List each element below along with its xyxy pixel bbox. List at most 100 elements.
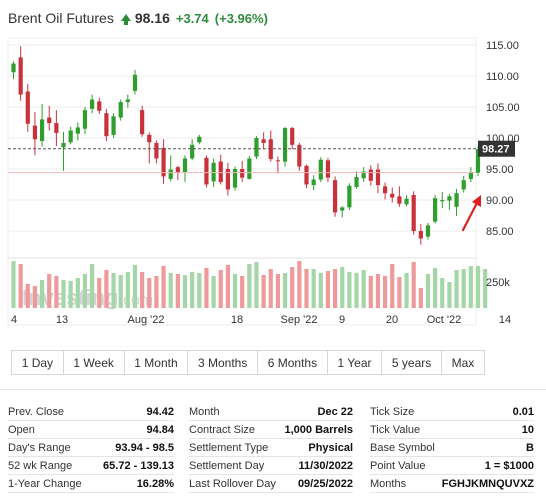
- range-1-year[interactable]: 1 Year: [328, 351, 383, 374]
- candle: [447, 193, 452, 210]
- volume-bar: [440, 278, 445, 308]
- volume-bar: [483, 269, 488, 308]
- candle: [125, 94, 130, 108]
- stats-column-3: Tick Size 0.01 Tick Value 10 Base Symbol B Poi…: [370, 403, 534, 493]
- price-chart[interactable]: Investing.com 98.27 115.00110.00105.0010…: [0, 30, 546, 330]
- stat-label: Tick Value: [370, 423, 421, 436]
- range-3-months[interactable]: 3 Months: [188, 351, 259, 374]
- volume-bar: [340, 267, 345, 308]
- volume-bar: [311, 269, 316, 308]
- instrument-title: Brent Oil Futures: [8, 10, 114, 26]
- candle: [182, 155, 188, 183]
- time-range-selector: 1 Day 1 Week 1 Month 3 Months 6 Months 1 Year…: [11, 350, 485, 375]
- volume-bar: [318, 273, 323, 308]
- range-1-week[interactable]: 1 Week: [64, 351, 125, 374]
- candle-body: [347, 185, 352, 208]
- candle-body: [404, 198, 409, 205]
- candle: [418, 224, 423, 245]
- candle: [18, 46, 23, 101]
- candle-body: [39, 119, 45, 142]
- range-6-months[interactable]: 6 Months: [258, 351, 328, 374]
- y-tick-label: 95.00: [486, 164, 514, 176]
- volume-bar: [232, 274, 238, 308]
- candle: [47, 105, 52, 131]
- stat-value: 11/30/2022: [298, 459, 353, 472]
- range-1-month[interactable]: 1 Month: [125, 351, 189, 374]
- range-5-years[interactable]: 5 years: [382, 351, 442, 374]
- stat-label: Tick Size: [370, 405, 415, 418]
- volume-bar: [218, 270, 223, 308]
- volume-bar: [54, 276, 59, 308]
- volume-bar: [347, 272, 352, 308]
- stat-value: 10: [521, 423, 534, 436]
- up-arrow-icon: [120, 13, 131, 25]
- volume-bar: [290, 267, 295, 308]
- range-1-day[interactable]: 1 Day: [12, 351, 64, 374]
- stat-row: Open 94.84: [8, 421, 174, 439]
- stat-row: Point Value 1 = $1000: [370, 457, 534, 475]
- candle-body: [90, 99, 95, 109]
- volume-bar: [297, 261, 302, 308]
- volume-bar: [375, 274, 381, 308]
- candle-body: [311, 179, 316, 186]
- candle-body: [54, 123, 59, 134]
- candle: [340, 206, 345, 218]
- candle-body: [361, 171, 366, 179]
- candle-body: [32, 125, 38, 140]
- candle: [247, 155, 252, 180]
- stat-row: Base Symbol B: [370, 439, 534, 457]
- volume-bar: [118, 275, 123, 308]
- candle-body: [47, 117, 52, 124]
- candle: [268, 130, 273, 162]
- candle: [68, 126, 73, 145]
- candle: [11, 61, 16, 80]
- candle: [425, 222, 431, 240]
- candle: [104, 108, 109, 142]
- volume-bar: [361, 270, 366, 308]
- candle: [318, 157, 323, 183]
- stat-label: Month: [189, 405, 220, 418]
- candle: [82, 107, 88, 135]
- volume-bar: [168, 273, 173, 308]
- candle: [454, 188, 459, 217]
- x-tick-label: 18: [231, 314, 243, 326]
- candle: [204, 155, 209, 188]
- divider: [0, 389, 546, 390]
- y-tick-label: 100.00: [486, 133, 520, 145]
- stat-row: 52 wk Range 65.72 - 139.13: [8, 457, 174, 475]
- candle: [225, 162, 230, 196]
- x-tick-label: Sep '22: [281, 314, 318, 326]
- y-tick-label: 85.00: [486, 226, 514, 238]
- volume-bar: [182, 275, 188, 308]
- candle: [154, 140, 159, 164]
- volume-bar: [325, 271, 331, 308]
- volume-bar: [125, 272, 130, 308]
- candle-body: [433, 198, 438, 222]
- volume-bar: [18, 264, 23, 308]
- range-max[interactable]: Max: [451, 355, 475, 370]
- stat-value: FGHJKMNQUVXZ: [441, 477, 534, 490]
- stat-value: 16.28%: [136, 477, 174, 490]
- stats-column-2: Month Dec 22 Contract Size 1,000 Barrels Set…: [189, 403, 353, 493]
- candle: [397, 186, 402, 207]
- last-price: 98.16: [134, 10, 170, 26]
- y-tick-label: 115.00: [486, 40, 519, 52]
- candle: [368, 165, 373, 186]
- candle-body: [125, 99, 130, 103]
- candle-body: [225, 169, 230, 190]
- volume-bar: [47, 274, 52, 308]
- y-axis: 115.00 110.00 105.00 100.00 95.00 90.00 85.00 2…: [486, 40, 520, 289]
- candle-body: [182, 158, 188, 173]
- volume-bar: [240, 276, 245, 308]
- volume-bar: [475, 266, 481, 308]
- volume-bar: [397, 277, 402, 308]
- stat-label: 52 wk Range: [8, 459, 73, 472]
- candle-body: [161, 147, 166, 177]
- volume-bar: [132, 265, 138, 308]
- volume-bar: [211, 276, 216, 308]
- stat-row: Tick Value 10: [370, 421, 534, 439]
- x-axis: 4 13 Aug '22 18 Sep '22 9 20 Oct '22 14: [11, 314, 511, 326]
- candle: [390, 187, 395, 203]
- candle: [161, 139, 166, 184]
- volume-tick-label: 250k: [486, 277, 510, 289]
